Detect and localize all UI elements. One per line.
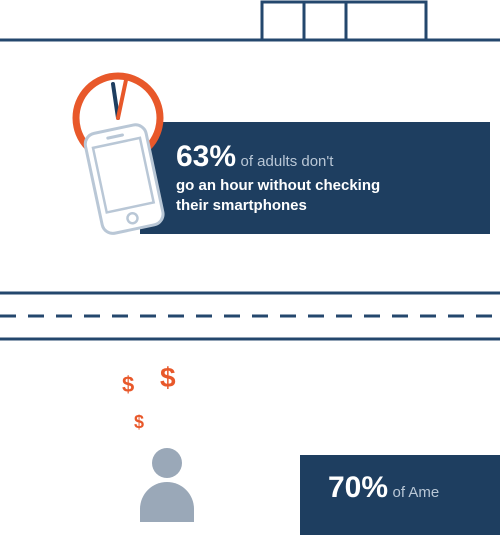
stat-body-line1: go an hour without checking [176,176,468,196]
stat-lead-text: of adults don't [241,153,334,170]
person-body-icon [140,482,194,522]
smartphone-icon [80,118,170,253]
dollar-sign-icon: $ [160,362,176,394]
stat-lead-text-2: of Ame [393,484,440,501]
dollar-sign-icon: $ [134,412,144,433]
top-shelf-boxes [260,0,440,42]
person-head-icon [152,448,182,478]
road-divider [0,290,500,347]
stat-box-smartphone-hour: 63% of adults don't go an hour without c… [140,122,490,234]
dollar-sign-icon: $ [122,372,134,398]
stat-percentage-2: 70% [328,471,388,504]
stat-body-line2: their smartphones [176,196,468,216]
stat-percentage: 63% [176,140,236,173]
stat-box-second: 70% of Ame [300,455,500,535]
